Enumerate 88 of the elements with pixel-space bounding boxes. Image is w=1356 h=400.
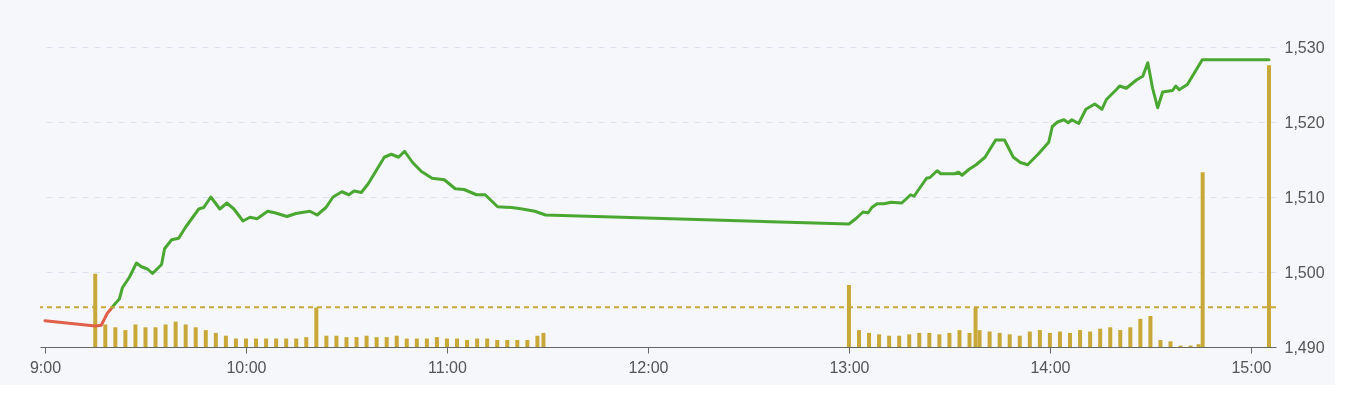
bar [193, 327, 198, 347]
bar [987, 331, 992, 347]
bar [444, 338, 449, 347]
bar [1017, 335, 1022, 347]
bar [223, 335, 228, 347]
bar [897, 335, 902, 347]
bar [103, 324, 108, 347]
bar [887, 335, 892, 347]
bar [1128, 327, 1133, 347]
bar [495, 339, 500, 347]
bar [1118, 330, 1123, 347]
x-tick-label: 15:00 [1231, 358, 1272, 376]
bar [354, 337, 359, 347]
bar [525, 339, 530, 347]
bar [1138, 318, 1143, 347]
bar [284, 338, 289, 347]
x-tick-label: 9:00 [29, 358, 62, 376]
bar [475, 338, 480, 347]
bar [957, 330, 962, 347]
bar [1108, 327, 1113, 347]
bar [1158, 339, 1163, 347]
bar [183, 324, 188, 347]
bar [113, 327, 118, 347]
bar [505, 339, 510, 347]
y-tick-label: 1,500 [1284, 263, 1325, 281]
bar [384, 337, 389, 347]
bar [1168, 341, 1173, 347]
bar [434, 337, 439, 347]
bar [1148, 316, 1153, 347]
bar [1078, 330, 1083, 347]
y-tick-label: 1,510 [1284, 188, 1325, 206]
bar [304, 337, 309, 347]
y-tick-label: 1,490 [1284, 338, 1325, 356]
bar [927, 332, 932, 347]
bar [264, 338, 269, 347]
bar [173, 321, 178, 347]
x-tick-label: 13:00 [829, 358, 870, 376]
bar [867, 332, 872, 347]
y-tick-label: 1,520 [1284, 113, 1325, 131]
bar [1007, 334, 1012, 347]
bar [535, 335, 540, 347]
bar [324, 335, 329, 347]
bar [997, 332, 1002, 347]
bar [515, 339, 520, 347]
bar [424, 338, 429, 347]
line-series [110, 58, 1271, 309]
bar [394, 335, 399, 347]
bar [856, 330, 861, 347]
bar [947, 332, 952, 347]
bar [967, 332, 972, 347]
bar [344, 337, 349, 347]
bar [1047, 332, 1052, 347]
bar [541, 332, 546, 347]
bar [1098, 328, 1103, 347]
bar [465, 339, 470, 347]
x-tick-label: 12:00 [628, 358, 669, 376]
bar [455, 338, 460, 347]
bar [274, 338, 279, 347]
bar [1057, 331, 1062, 347]
bar [254, 338, 259, 347]
bar [143, 327, 148, 347]
bar [485, 338, 490, 347]
y-tick-label: 1,530 [1284, 38, 1325, 56]
bar [374, 337, 379, 347]
bar [1027, 331, 1032, 347]
x-tick-label: 10:00 [226, 358, 267, 376]
bar [133, 324, 138, 347]
bar [1088, 331, 1093, 347]
bar [364, 335, 369, 347]
bar [153, 327, 158, 347]
bar [213, 332, 218, 347]
bar [907, 334, 912, 347]
x-tick-label: 14:00 [1030, 358, 1071, 376]
bar [203, 330, 208, 347]
bar [937, 334, 942, 347]
bar [1068, 332, 1073, 347]
bar [877, 334, 882, 347]
x-tick-label: 11:00 [428, 358, 467, 376]
bar [233, 338, 238, 347]
bar [917, 332, 922, 347]
bar [294, 338, 299, 347]
bar [334, 335, 339, 347]
bar [1037, 330, 1042, 347]
bar [163, 324, 168, 347]
bar [243, 338, 248, 347]
bar [123, 330, 128, 347]
bar [404, 338, 409, 347]
bar [414, 338, 419, 347]
